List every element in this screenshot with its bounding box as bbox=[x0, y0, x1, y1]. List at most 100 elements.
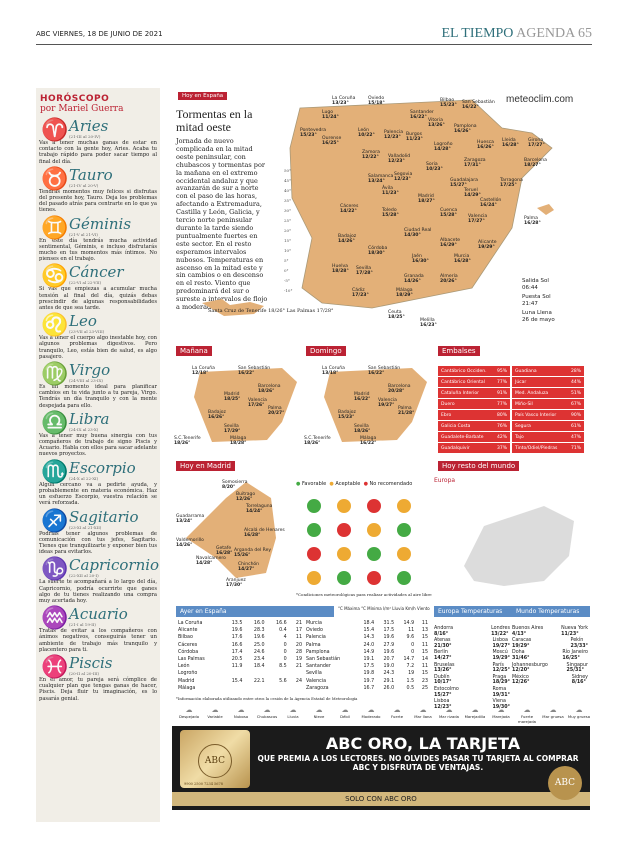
ad-text: QUE PREMIA A LOS LECTORES. NO OLVIDES PA… bbox=[257, 754, 579, 772]
ayer-cell: Cáceres bbox=[178, 642, 198, 648]
embalse-row: Cataluña Interior 91% bbox=[438, 387, 510, 399]
city-temp: 16/22° bbox=[410, 115, 427, 120]
abc-oro-ad[interactable]: ABC 9900 2500 7234 5678 ABC ORO, LA TARJ… bbox=[172, 726, 590, 810]
small-map-city: Madrid 18/25° bbox=[224, 392, 240, 402]
madrid-city: Chinchón 14/27° bbox=[238, 562, 259, 572]
ayer-cell: 14.9 bbox=[363, 649, 375, 655]
zodiac-icon: ♊ bbox=[41, 215, 69, 241]
city-name: Ourense bbox=[322, 136, 342, 141]
city-name: Castellón bbox=[480, 198, 502, 203]
city-name: Cádiz bbox=[352, 288, 365, 293]
city-name: Badajoz bbox=[338, 234, 357, 239]
temp-row: Dublín 10/17° Praga 18/29° bbox=[434, 675, 510, 686]
ayer-cell: Alicante bbox=[178, 628, 198, 634]
city-name: Alicante bbox=[478, 240, 497, 245]
city-name: Tarragona bbox=[500, 178, 523, 183]
ayer-cell: 19.6 bbox=[383, 649, 395, 655]
activity-icon bbox=[367, 523, 381, 537]
city-temp: 16/22° bbox=[368, 371, 385, 376]
city-name: Ciudad Real bbox=[404, 228, 432, 233]
ayer-cell: 15.4 bbox=[363, 628, 375, 634]
city-temp: 13/22° bbox=[491, 631, 509, 637]
city-temp: 12/18° bbox=[192, 371, 209, 376]
small-maps bbox=[194, 368, 427, 442]
city-name: Estocolmo bbox=[434, 686, 459, 692]
embalse-row: Júcar 44% bbox=[512, 376, 584, 388]
domingo-map-shape bbox=[324, 368, 427, 442]
legend-label: Nuboso bbox=[233, 714, 249, 719]
ayer-cell: 29.1 bbox=[383, 678, 395, 684]
ayer-cell: La Coruña bbox=[178, 621, 203, 627]
hdr-min: °C Mínima bbox=[361, 606, 382, 611]
embalse-pct: 47% bbox=[570, 434, 581, 440]
embalse-name: Tinto/Odiel/Piedras bbox=[515, 445, 558, 451]
sun-set-label: Puesta Sol bbox=[522, 294, 551, 300]
small-map-city: Sevilla 18/26° bbox=[354, 424, 370, 434]
map-city: Ourense 16/25° bbox=[322, 136, 341, 146]
legend-item: ☁ Nuboso bbox=[228, 706, 254, 719]
city-temp: 15/23° bbox=[440, 103, 457, 108]
embalse-name: Miño-Sil bbox=[515, 401, 533, 407]
sign-6: ♎ Libra (24-IX al 23-X) Vas a tener muy … bbox=[39, 411, 157, 458]
moon-date: 26 de mayo bbox=[522, 316, 555, 323]
city-name: Ávila bbox=[382, 186, 393, 191]
city-temp: 8/16° bbox=[434, 631, 449, 637]
ayer-cell: 19 bbox=[408, 671, 415, 677]
temp-row: Andorra 8/16° Londres 13/22° bbox=[434, 626, 510, 637]
activity-icon bbox=[307, 547, 321, 561]
city-name: Segovia bbox=[394, 172, 413, 177]
canary-shape bbox=[202, 299, 264, 316]
abc-oro-seal: ABC bbox=[548, 766, 582, 800]
city-temp: 10/23° bbox=[426, 167, 443, 172]
ayer-cell: 13.5 bbox=[231, 621, 243, 627]
map-city: Ávila 11/23° bbox=[382, 186, 399, 196]
ayer-row: Pamplona 14.9 19.6 0 15 bbox=[304, 649, 430, 656]
city-name: Madrid bbox=[418, 194, 434, 199]
sign-text: Algún cercano va a pedirte ayuda, y prob… bbox=[39, 481, 157, 507]
sign-dates: (24-VIII al 23-IX) bbox=[69, 378, 103, 384]
city-name: Badajoz bbox=[338, 410, 356, 415]
map-city: Zaragoza 17/31° bbox=[464, 158, 486, 168]
map-city: Melilla 16/23° bbox=[420, 318, 437, 328]
embalse-pct: 77% bbox=[496, 379, 507, 385]
city-b: París 12/25° bbox=[492, 663, 510, 674]
map-city: Lleida 16/28° bbox=[502, 138, 519, 148]
city-name: Navalcarnero bbox=[196, 556, 226, 561]
map-city: Valladolid 12/23° bbox=[388, 154, 410, 164]
city-b: Moscú 19/29° bbox=[492, 650, 510, 661]
map-body: Jornada de nuevo complicada en la mitad … bbox=[176, 137, 268, 312]
embalse-pct: 44% bbox=[570, 379, 581, 385]
city-name: Alcalá de Henares bbox=[244, 528, 285, 533]
ayer-cell: 27.9 bbox=[383, 642, 395, 648]
city-temp: 16/22° bbox=[360, 441, 377, 446]
sign-2: ♊ Géminis (21-V al 21-VI) En este día te… bbox=[39, 216, 157, 263]
ayer-cell: 9.6 bbox=[406, 635, 415, 641]
card-logo: ABC bbox=[198, 744, 232, 778]
embalse-pct: 76% bbox=[496, 423, 507, 429]
sign-name: Virgo bbox=[69, 361, 111, 380]
header-date: ABC VIERNES, 18 DE JUNIO DE 2021 bbox=[36, 30, 163, 38]
city-temp: 19/29° bbox=[512, 643, 530, 649]
city-a: Buenos Aires 4/13° bbox=[512, 626, 543, 637]
embalse-row: Cantábrico Occiden. 95% bbox=[438, 366, 510, 377]
city-name: Londres bbox=[491, 626, 510, 631]
city-name: Torrelaguna bbox=[246, 504, 273, 509]
ayer-cell: Palencia bbox=[306, 635, 326, 641]
ayer-row: Cáceres 16.6 25.0 0 20 bbox=[176, 642, 304, 649]
city-name: Barcelona bbox=[524, 158, 547, 163]
city-temp: 17/31° bbox=[464, 163, 481, 168]
sign-dates: (21-III al 20-IV) bbox=[69, 134, 101, 139]
city-name: Pekín bbox=[570, 638, 584, 644]
city-temp: 16/28° bbox=[244, 533, 261, 538]
city-name: Sevilla bbox=[354, 424, 369, 429]
ayer-cell: Oviedo bbox=[306, 628, 323, 634]
city-name: S.C.Tenerife bbox=[174, 436, 201, 441]
ayer-cell: 28 bbox=[295, 649, 302, 655]
city-a: Doha 31/46° bbox=[512, 650, 530, 661]
ayer-cell bbox=[222, 670, 244, 677]
city-b: Río Janeiro 16/25° bbox=[562, 650, 588, 661]
sign-text: Vas a tener muy buena sinergia con tus c… bbox=[39, 432, 157, 458]
city-name: Palma bbox=[268, 406, 282, 411]
ayer-cell: 11 bbox=[421, 664, 428, 670]
embalses-right: Guadiana 28% Júcar 44% Med. Andaluza 51% Miño-… bbox=[512, 366, 584, 454]
